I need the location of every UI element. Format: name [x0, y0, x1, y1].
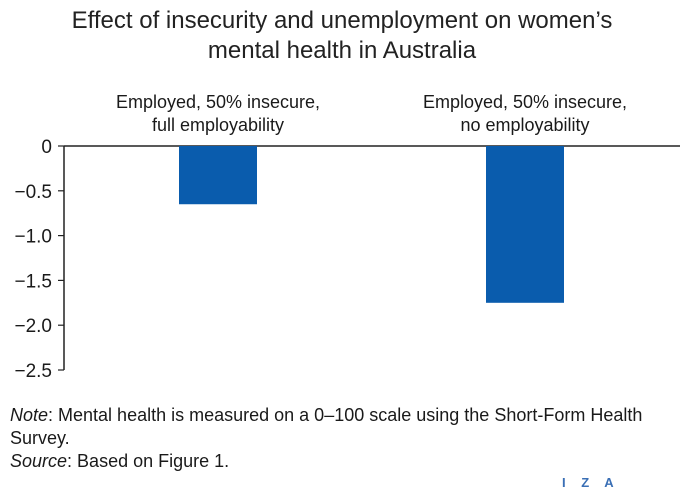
chart-title: Effect of insecurity and unemployment on… [0, 6, 684, 66]
y-tick-label: 0 [41, 137, 52, 158]
bar [179, 146, 257, 205]
chart-title-line-2: mental health in Australia [207, 37, 477, 64]
y-tick-label: −0.5 [14, 182, 52, 203]
bar-chart: 0 −0.5 −1.0 −1.5 −2.0 −2.5 Employed, 50% insec… [14, 92, 680, 382]
chart-notes: Note: Mental health is measured on a 0–1… [10, 404, 680, 473]
y-tick-label: −2.0 [14, 316, 52, 337]
source-label: Source [10, 451, 68, 471]
y-tick-label: −2.5 [14, 361, 52, 382]
y-tick-label: −1.5 [14, 271, 52, 292]
iza-logo: I Z A [562, 475, 620, 490]
category-label: no employability [460, 115, 589, 135]
note-text: : Mental health is measured on a 0–100 s… [10, 405, 643, 448]
category-label: Employed, 50% insecure, [116, 92, 320, 112]
category-label: full employability [152, 115, 284, 135]
y-tick-label: −1.0 [14, 227, 52, 248]
source-text: : Based on Figure 1. [67, 451, 230, 471]
note-label: Note [10, 405, 49, 425]
note-line: Note: Mental health is measured on a 0–1… [10, 404, 680, 450]
category-label: Employed, 50% insecure, [423, 92, 627, 112]
source-line: Source: Based on Figure 1. [10, 450, 680, 473]
bar [486, 146, 564, 303]
chart-title-line-1: Effect of insecurity and unemployment on… [71, 7, 613, 34]
